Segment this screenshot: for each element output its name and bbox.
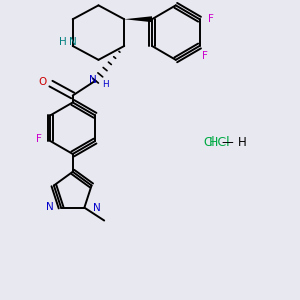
Text: O: O bbox=[38, 76, 46, 87]
Text: H: H bbox=[59, 37, 67, 47]
Text: H: H bbox=[102, 80, 109, 89]
Text: N: N bbox=[69, 37, 76, 47]
Text: HCl: HCl bbox=[208, 136, 230, 148]
Text: Cl: Cl bbox=[204, 136, 215, 148]
Text: F: F bbox=[36, 134, 41, 144]
Text: N: N bbox=[93, 202, 101, 213]
Text: —: — bbox=[221, 136, 233, 148]
Text: F: F bbox=[208, 14, 214, 24]
Text: F: F bbox=[202, 51, 207, 61]
Polygon shape bbox=[124, 16, 152, 22]
Text: N: N bbox=[46, 202, 54, 212]
Text: H: H bbox=[238, 136, 247, 148]
Text: N: N bbox=[89, 75, 96, 85]
